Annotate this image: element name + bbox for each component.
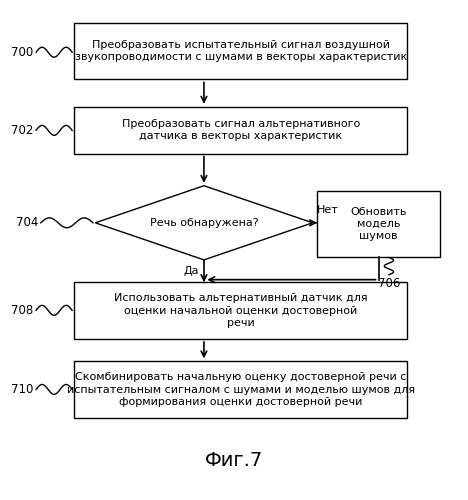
Text: Да: Да: [183, 266, 198, 276]
FancyBboxPatch shape: [74, 361, 408, 418]
Text: 710: 710: [11, 383, 33, 396]
Text: Использовать альтернативный датчик для
оценки начальной оценки достоверной
речи: Использовать альтернативный датчик для о…: [114, 293, 368, 328]
Text: 708: 708: [11, 304, 33, 317]
Polygon shape: [95, 186, 313, 260]
Text: Нет: Нет: [317, 206, 339, 216]
Text: 700: 700: [11, 46, 33, 59]
Text: 702: 702: [11, 124, 33, 137]
Text: Преобразовать испытательный сигнал воздушной
звукопроводимости с шумами в вектор: Преобразовать испытательный сигнал возду…: [75, 40, 407, 62]
Text: Речь обнаружена?: Речь обнаружена?: [150, 218, 258, 228]
FancyBboxPatch shape: [74, 106, 408, 154]
FancyBboxPatch shape: [74, 282, 408, 339]
FancyBboxPatch shape: [317, 190, 440, 258]
Text: Фиг.7: Фиг.7: [205, 450, 263, 469]
FancyBboxPatch shape: [74, 22, 408, 80]
Text: Обновить
модель
шумов: Обновить модель шумов: [351, 206, 407, 242]
Text: Преобразовать сигнал альтернативного
датчика в векторы характеристик: Преобразовать сигнал альтернативного дат…: [122, 119, 360, 142]
Text: Скомбинировать начальную оценку достоверной речи с
испытательным сигналом с шума: Скомбинировать начальную оценку достовер…: [67, 372, 415, 407]
Text: 704: 704: [15, 216, 38, 230]
Text: 706: 706: [378, 277, 400, 290]
